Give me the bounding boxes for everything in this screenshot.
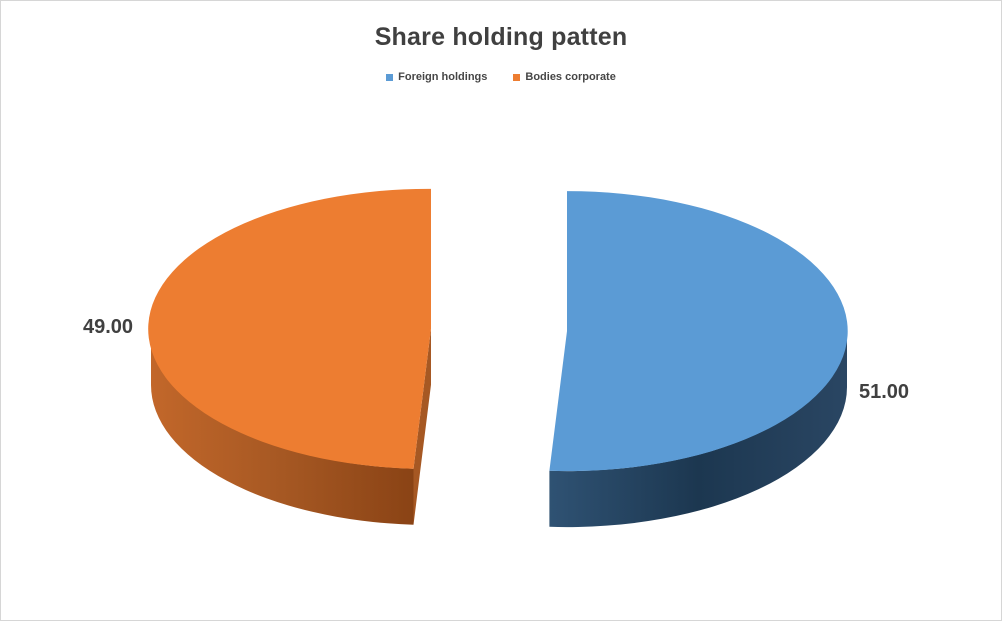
legend-item-bodies-corporate[interactable]: Bodies corporate <box>513 71 616 83</box>
pie-slice-bodies-corporate-side <box>150 328 414 525</box>
chart-title[interactable]: Share holding patten <box>374 23 628 51</box>
legend-swatch-bodies-corporate <box>513 73 521 81</box>
pie-slice-foreign-holdings-top[interactable] <box>549 191 848 472</box>
pie-slice-bodies-corporate-top[interactable] <box>148 188 432 469</box>
legend-label-bodies-corporate: Bodies corporate <box>525 71 616 83</box>
legend-swatch-foreign-holdings <box>386 73 394 81</box>
data-label-foreign-holdings[interactable]: 51.00 <box>859 381 910 403</box>
legend-label-foreign-holdings: Foreign holdings <box>398 71 488 83</box>
legend-item-foreign-holdings[interactable]: Foreign holdings <box>386 71 487 83</box>
pie-slice-bodies-corporate-cut <box>413 328 431 525</box>
data-label-bodies-corporate[interactable]: 49.00 <box>83 316 134 338</box>
legend: Foreign holdings Bodies corporate <box>1 71 1001 83</box>
pie-slice-foreign-holdings-side <box>549 331 847 528</box>
